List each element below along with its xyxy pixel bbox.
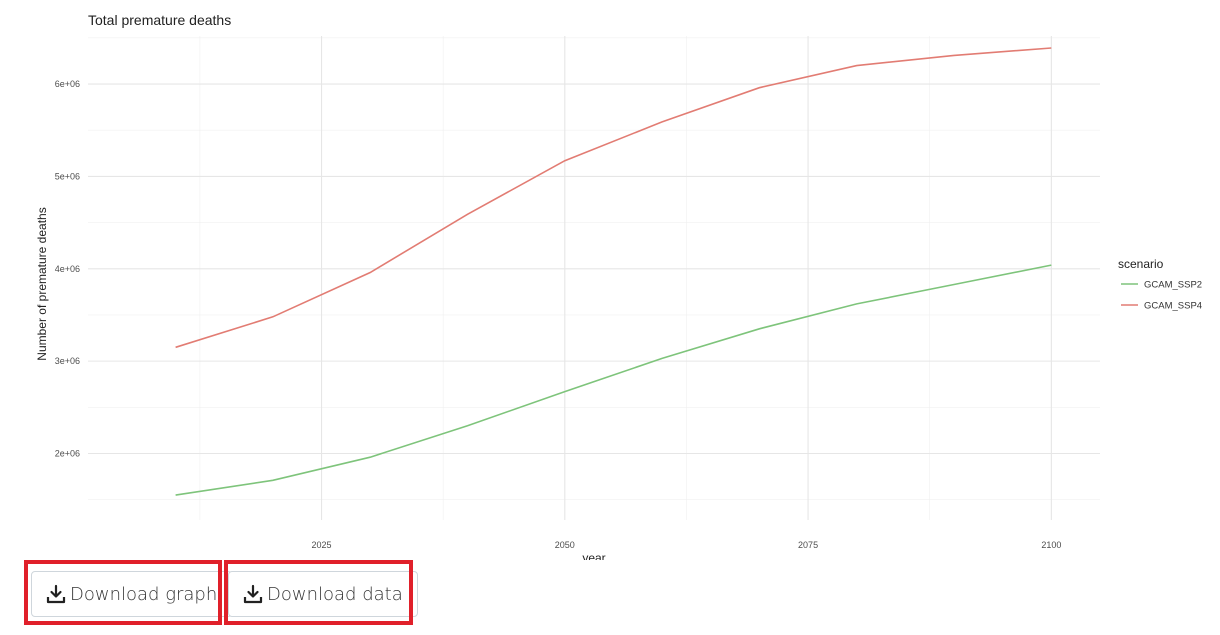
x-axis-label: year	[582, 551, 605, 560]
download-graph-button[interactable]: Download graph	[31, 571, 233, 617]
series-lines	[175, 47, 1052, 496]
legend-label: GCAM_SSP4	[1144, 301, 1202, 312]
grid	[88, 36, 1100, 520]
tick-labels: 2025 2050 2075 2100 2e+06 3e+06 4e+06 5e+06 6e+0…	[55, 79, 1062, 550]
y-tick-label: 6e+06	[55, 79, 80, 89]
x-tick-label: 2025	[312, 540, 332, 550]
series-line-gcam-ssp4	[175, 47, 1052, 349]
legend: scenario GCAM_SSP2 GCAM_SSP4	[1118, 257, 1202, 312]
download-data-label: Download data	[267, 583, 403, 605]
download-icon	[46, 584, 66, 604]
download-data-button[interactable]: Download data	[228, 571, 418, 617]
y-tick-label: 5e+06	[55, 171, 80, 181]
y-tick-label: 4e+06	[55, 264, 80, 274]
legend-label: GCAM_SSP2	[1144, 280, 1202, 291]
x-tick-label: 2100	[1041, 540, 1061, 550]
download-icon	[243, 584, 263, 604]
y-tick-label: 3e+06	[55, 356, 80, 366]
x-tick-label: 2050	[555, 540, 575, 550]
legend-title: scenario	[1118, 257, 1164, 271]
series-line-gcam-ssp2	[175, 264, 1052, 496]
chart-title: Total premature deaths	[88, 12, 231, 28]
y-axis-label: Number of premature deaths	[35, 207, 49, 360]
y-tick-label: 2e+06	[55, 448, 80, 458]
download-graph-label: Download graph	[70, 583, 218, 605]
line-chart: Total premature deaths 2025 2050 2075 21002…	[35, 12, 1202, 560]
x-tick-label: 2075	[798, 540, 818, 550]
